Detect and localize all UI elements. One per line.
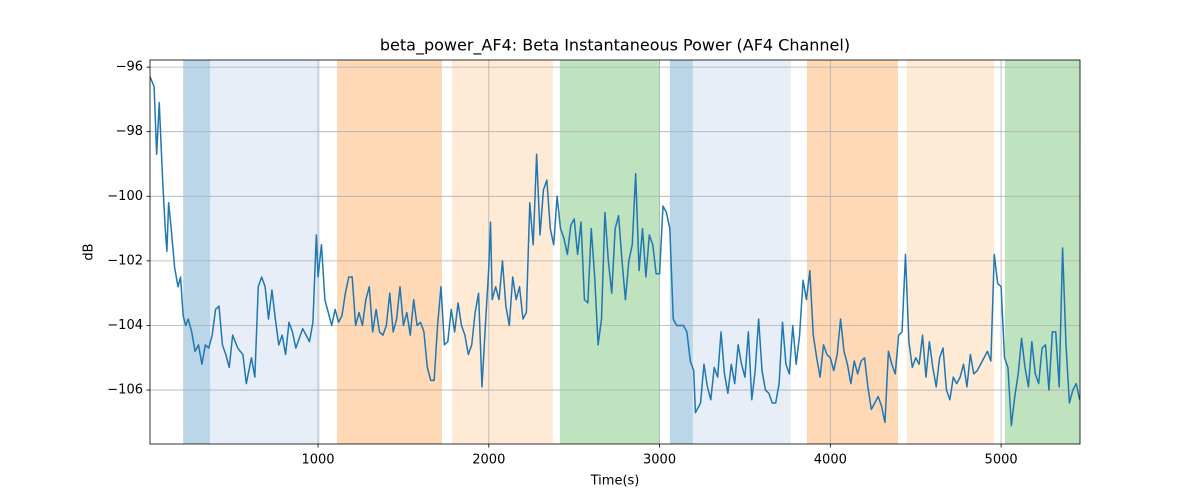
y-axis-label: dB [82,243,97,260]
axes-frame [149,59,1081,445]
y-tick-label: −102 [107,253,143,268]
x-tick-label: 1000 [301,453,334,468]
shaded-span [692,60,791,444]
x-tick-label: 2000 [472,453,505,468]
x-tick-label: 3000 [643,453,676,468]
shaded-span [559,60,660,444]
shaded-span [210,60,321,444]
x-axis-label: Time(s) [590,474,640,489]
y-tick-label: −104 [107,318,143,333]
ticks: 1000 2000 3000 4000 5000 −96 −98 −100 −102 −104 −1… [107,60,1017,468]
shaded-span [806,60,898,444]
shaded-span [669,60,693,444]
grid [150,60,1080,444]
y-tick-label: −98 [116,124,143,139]
y-tick-label: −100 [107,189,143,204]
chart-title: beta_power_AF4: Beta Instantaneous Power… [380,36,850,56]
shaded-span [183,60,211,444]
shaded-span [906,60,994,444]
y-tick-label: −96 [116,60,143,75]
spans [183,60,1080,444]
plot-area [150,76,1080,427]
x-tick-label: 5000 [985,453,1018,468]
shaded-span [451,60,553,444]
y-tick-label: −106 [107,383,143,398]
shaded-span [336,60,443,444]
data-line [150,76,1080,427]
x-tick-label: 4000 [814,453,847,468]
